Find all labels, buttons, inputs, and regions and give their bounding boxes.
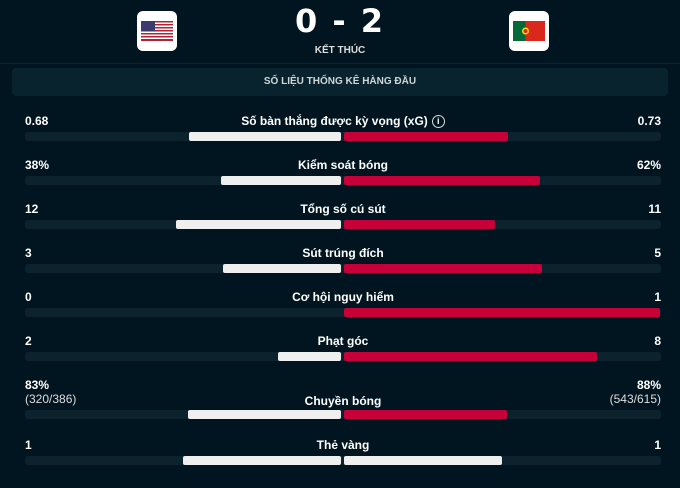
- home-value: 0: [25, 290, 32, 304]
- home-bar: [187, 410, 341, 419]
- away-bar: [344, 352, 597, 361]
- match-status: KẾT THÚC: [314, 45, 366, 56]
- away-value: 5: [654, 246, 661, 260]
- usa-flag-icon[interactable]: [137, 11, 177, 51]
- stat-label: Cơ hội nguy hiểm: [292, 290, 394, 304]
- home-bar: [183, 456, 341, 465]
- home-value: 0.68: [25, 114, 49, 128]
- stat-bar-track: [25, 176, 661, 185]
- away-bar: [344, 264, 542, 273]
- stat-label: Chuyền bóng: [304, 394, 382, 408]
- away-bar: [344, 220, 496, 229]
- home-value: 2: [25, 334, 32, 348]
- stat-bar-track: [25, 264, 661, 273]
- section-header: SỐ LIỆU THỐNG KÊ HÀNG ĐẦU: [12, 68, 668, 96]
- info-icon[interactable]: i: [431, 115, 445, 129]
- away-bar: [344, 308, 660, 317]
- stat-label: Thẻ vàng: [316, 438, 370, 452]
- away-value: 11: [648, 202, 661, 216]
- stat-bar-track: [25, 220, 661, 229]
- away-value: 1: [654, 290, 661, 304]
- stat-bar-track: [25, 308, 661, 317]
- away-bar: [344, 456, 502, 465]
- home-bar: [277, 352, 341, 361]
- stat-label: Sút trúng đích: [302, 246, 384, 260]
- away-value: 8: [654, 334, 661, 348]
- away-value: 62%: [636, 158, 661, 172]
- home-bar: [176, 220, 341, 229]
- stat-bar-track: [25, 352, 661, 361]
- stat-bar-track: [25, 132, 661, 141]
- stat-label: Tổng số cú sút: [300, 202, 386, 216]
- divider: [0, 63, 680, 64]
- stat-label: Phạt góc: [317, 334, 369, 348]
- stat-bar-track: [25, 456, 661, 465]
- stat-label: Số bàn thắng được kỳ vọng (xG) i: [25, 114, 661, 129]
- home-value: 3: [25, 246, 32, 260]
- score: 0 - 2: [294, 2, 386, 40]
- away-value: 1: [654, 438, 661, 452]
- away-value: 0.73: [637, 114, 661, 128]
- home-bar: [222, 264, 341, 273]
- home-value: 1: [25, 438, 32, 452]
- home-sub: (320/386): [25, 392, 77, 406]
- home-value: 83% (320/386): [25, 378, 77, 406]
- stat-label: Kiểm soát bóng: [297, 158, 388, 172]
- home-value: 12: [25, 202, 39, 216]
- away-bar: [344, 176, 540, 185]
- home-value: 38%: [25, 158, 50, 172]
- stat-bar-track: [25, 410, 661, 419]
- away-value: 88% (543/615): [609, 378, 661, 406]
- portugal-flag-icon[interactable]: [509, 11, 549, 51]
- away-bar: [344, 132, 508, 141]
- home-bar: [220, 176, 341, 185]
- away-sub: (543/615): [609, 392, 661, 406]
- home-bar: [188, 132, 341, 141]
- away-bar: [344, 410, 507, 419]
